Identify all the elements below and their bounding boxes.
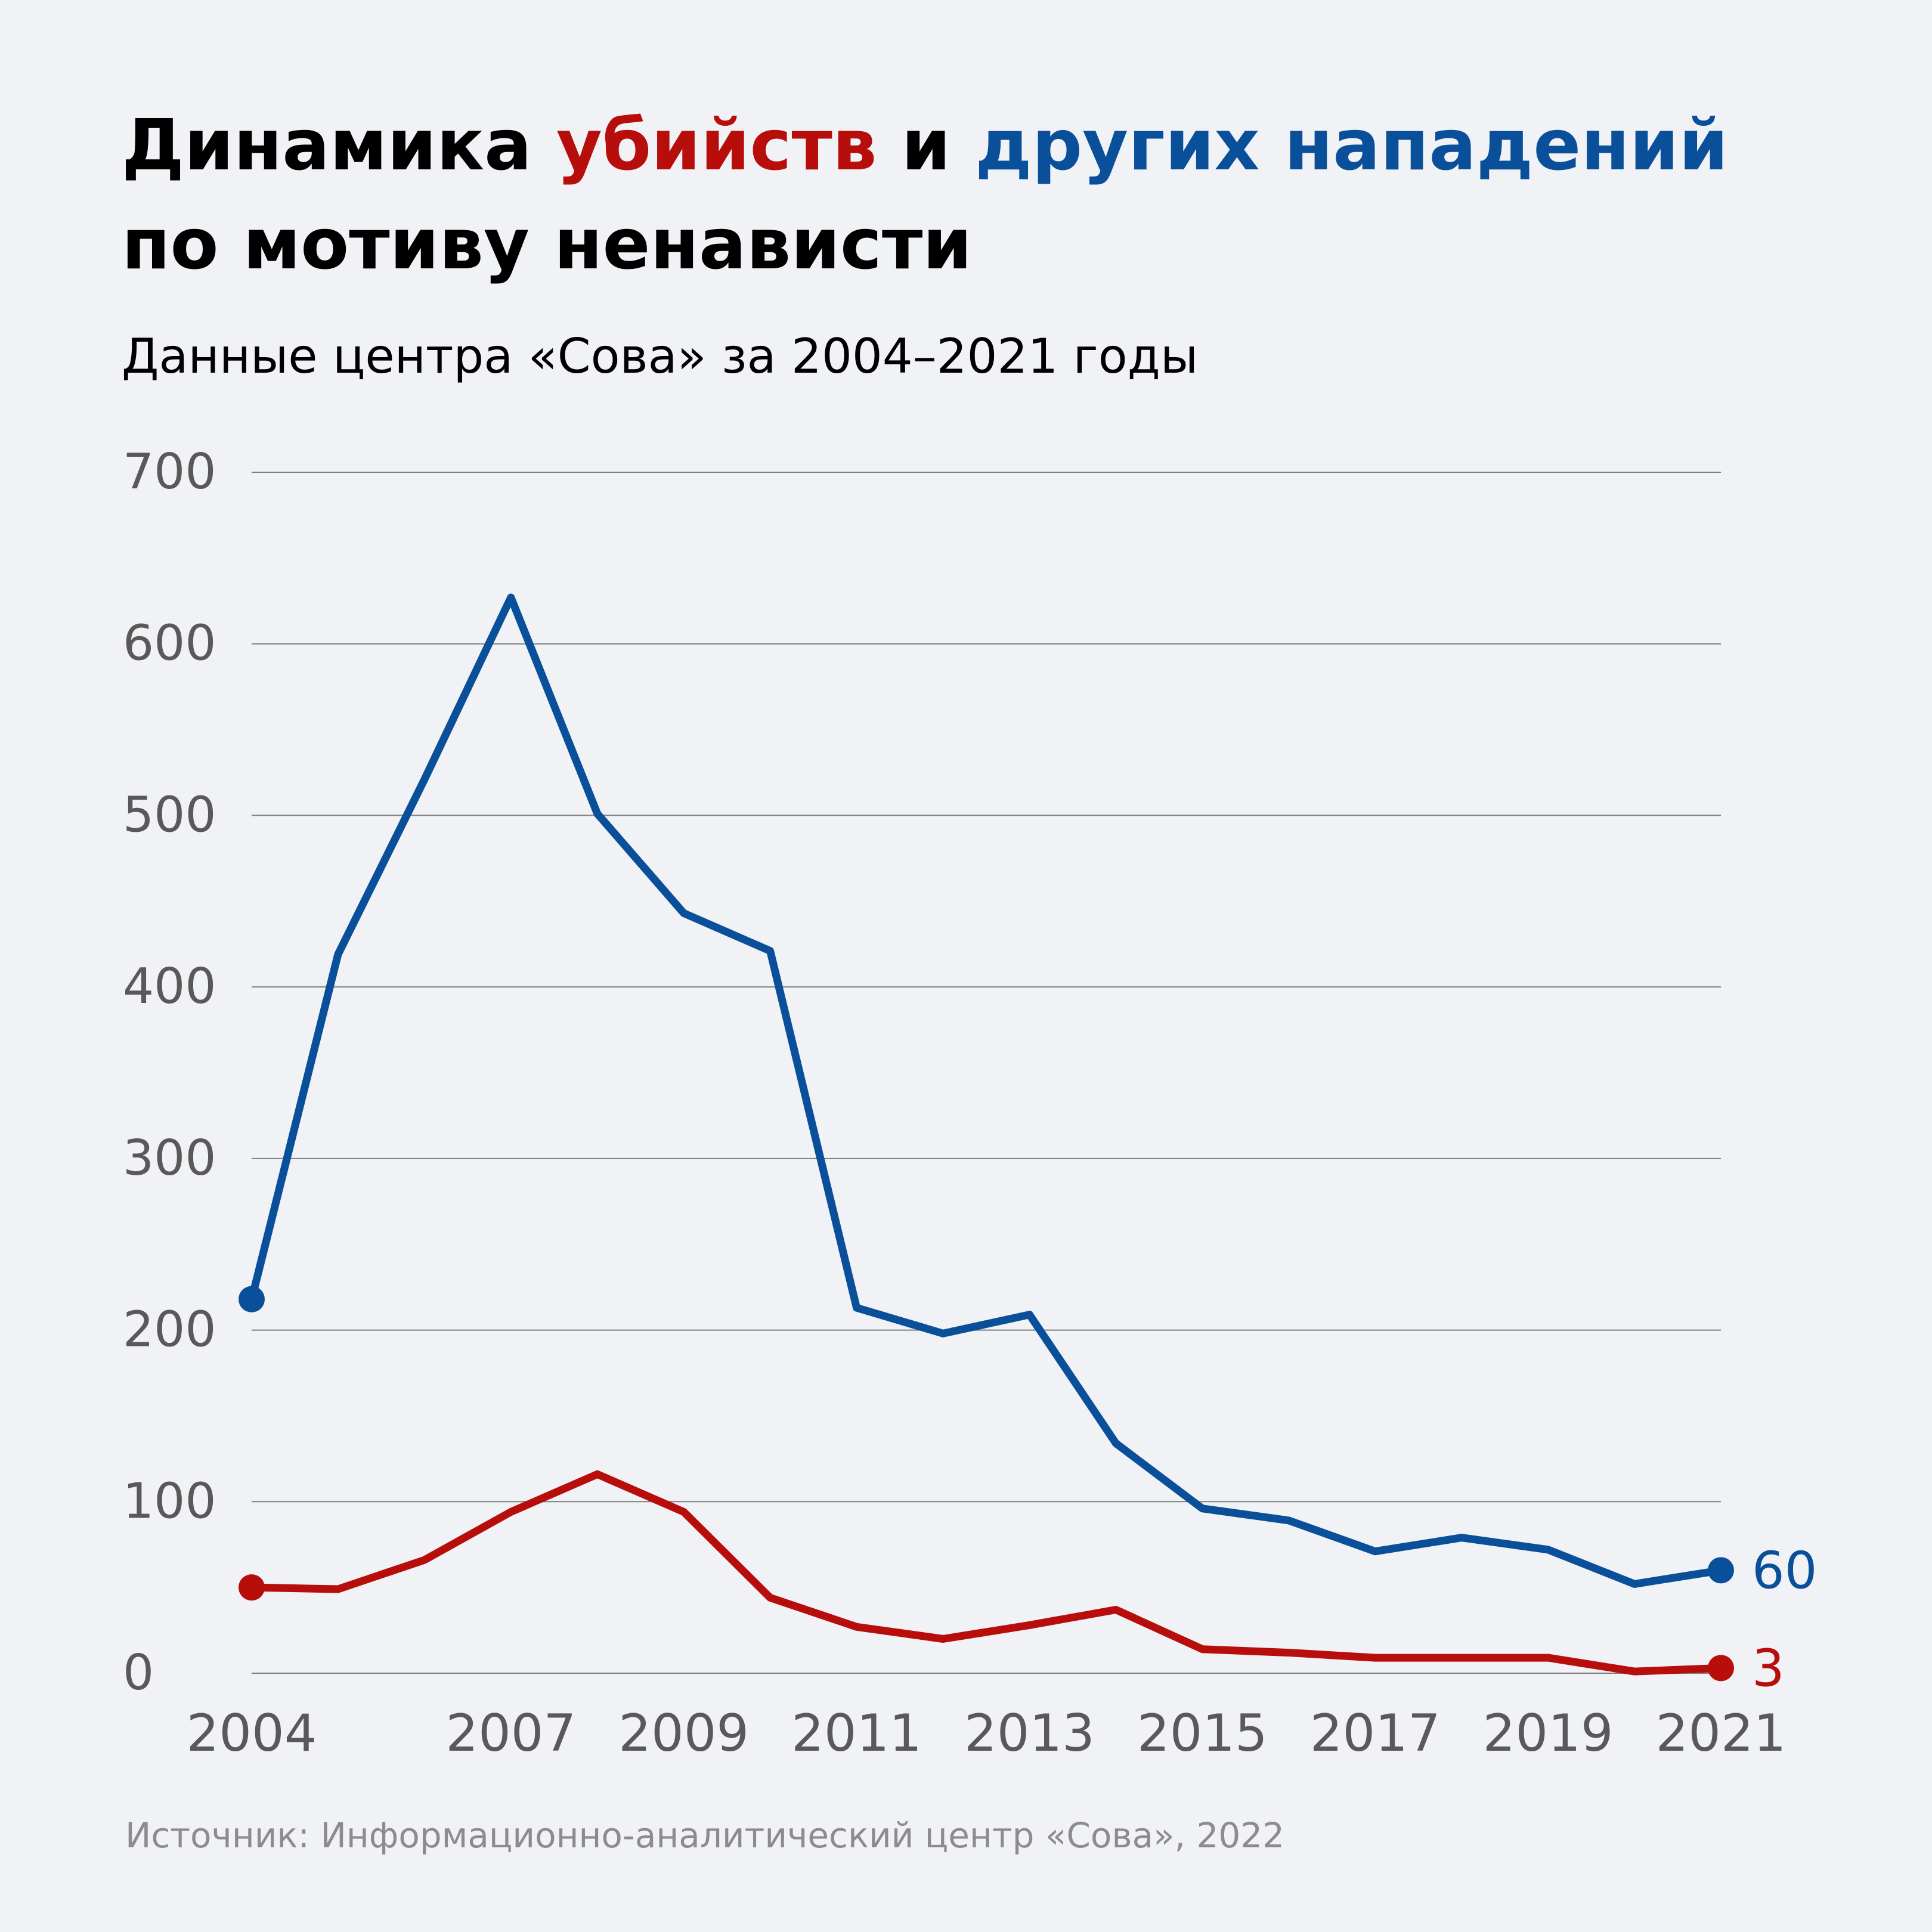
x-tick-label: 2007 bbox=[445, 1704, 576, 1763]
x-tick-label: 2004 bbox=[187, 1704, 317, 1763]
series-end-label: 60 bbox=[1752, 1541, 1817, 1600]
x-axis-ticks: 2004 2007 2009 2011 2013 2015 2017 2019 2021 bbox=[187, 1704, 1787, 1763]
series-end-marker bbox=[1708, 1557, 1734, 1584]
y-tick-label: 700 bbox=[123, 444, 216, 500]
series-end-label: 3 bbox=[1752, 1639, 1785, 1698]
source-note: Источник: Информационно-аналитический це… bbox=[125, 1815, 1285, 1856]
title-line-2: по мотиву ненависти bbox=[122, 203, 973, 285]
series-line-attacks bbox=[247, 593, 1725, 1588]
y-tick-label: 500 bbox=[123, 787, 216, 843]
y-axis-ticks: 0 100 200 300 400 500 600 700 bbox=[123, 444, 216, 1701]
y-tick-label: 600 bbox=[123, 615, 216, 672]
x-tick-label: 2017 bbox=[1310, 1704, 1441, 1763]
chart-subtitle: Данные центра «Сова» за 2004–2021 годы bbox=[122, 329, 1199, 384]
x-tick-label: 2013 bbox=[964, 1704, 1095, 1763]
series-line-killings bbox=[247, 1470, 1725, 1676]
x-tick-label: 2021 bbox=[1656, 1704, 1787, 1763]
y-tick-label: 300 bbox=[123, 1130, 216, 1187]
title-part-killings: убийств bbox=[556, 104, 877, 186]
x-tick-label: 2009 bbox=[618, 1704, 749, 1763]
title-part-attacks: других нападений bbox=[975, 104, 1729, 186]
x-tick-label: 2011 bbox=[791, 1704, 922, 1763]
y-tick-label: 0 bbox=[123, 1645, 154, 1701]
x-tick-label: 2019 bbox=[1483, 1704, 1614, 1763]
series-end-marker bbox=[1708, 1655, 1734, 1682]
series-start-marker bbox=[239, 1286, 265, 1312]
series-layer: 60 3 bbox=[239, 593, 1817, 1698]
gridlines bbox=[252, 472, 1721, 1674]
title-part-dynamics: Динамика bbox=[122, 104, 556, 186]
chart-title: Динамика убийств и других нападений по м… bbox=[122, 95, 1728, 293]
title-part-and: и bbox=[877, 104, 976, 186]
series-start-marker bbox=[239, 1574, 265, 1601]
x-tick-label: 2015 bbox=[1137, 1704, 1268, 1763]
y-tick-label: 200 bbox=[123, 1302, 216, 1358]
y-tick-label: 100 bbox=[123, 1473, 216, 1530]
y-tick-label: 400 bbox=[123, 958, 216, 1015]
